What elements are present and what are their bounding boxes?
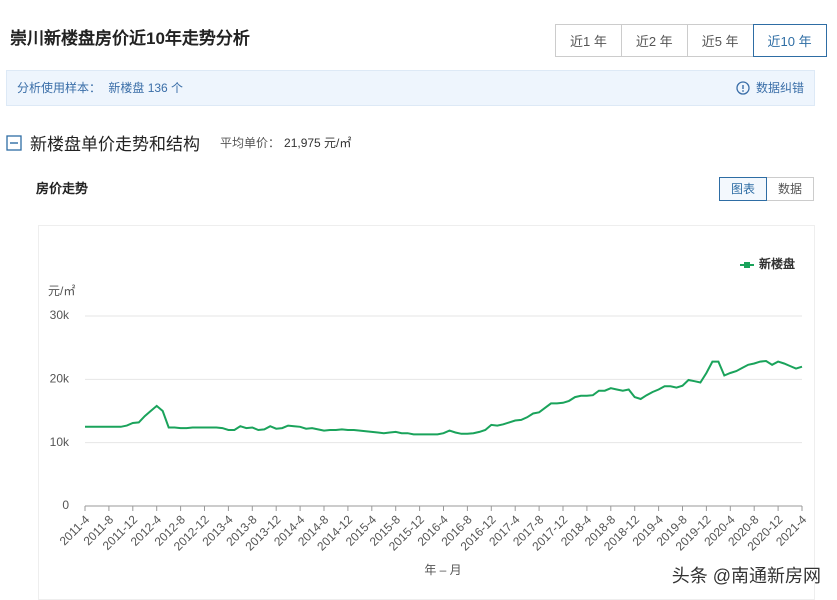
view-button[interactable]: 图表 — [719, 177, 767, 201]
y-unit: 元/㎡ — [48, 284, 75, 298]
legend-swatch-dot — [744, 262, 750, 268]
correction-text: 数据纠错 — [755, 81, 804, 95]
sample-label: 分析使用样本： — [17, 81, 102, 95]
y-tick-label: 20k — [50, 372, 70, 386]
y-tick-label: 30k — [50, 308, 70, 322]
range-tab[interactable]: 近10 年 — [752, 24, 827, 57]
section-title: 新楼盘单价走势和结构 — [30, 135, 200, 154]
info-icon — [736, 81, 750, 95]
sample-value: 新楼盘 136 个 — [108, 81, 184, 95]
section-header: 新楼盘单价走势和结构 平均单价： 21,975 元/㎡ — [6, 130, 351, 155]
collapse-icon[interactable] — [6, 134, 22, 151]
avg-label: 平均单价： — [220, 136, 281, 150]
y-tick-label: 0 — [62, 498, 69, 512]
correction-link[interactable]: 数据纠错 — [736, 71, 804, 105]
x-axis-title: 年 – 月 — [424, 563, 461, 577]
range-tabs: 近1 年近2 年近5 年近10 年 — [555, 24, 827, 57]
watermark: 头条 @南通新房网 — [671, 566, 821, 586]
avg-value: 21,975 元/㎡ — [284, 136, 352, 150]
legend-label: 新楼盘 — [759, 256, 795, 271]
panel-title: 房价走势 — [36, 181, 89, 196]
y-tick-label: 10k — [50, 435, 70, 449]
price-line — [85, 359, 803, 436]
page-title: 崇川新楼盘房价近10年走势分析 — [10, 29, 250, 48]
view-switch: 图表 数据 — [719, 177, 814, 201]
sample-bar: 分析使用样本： 新楼盘 136 个 数据纠错 — [6, 70, 815, 106]
